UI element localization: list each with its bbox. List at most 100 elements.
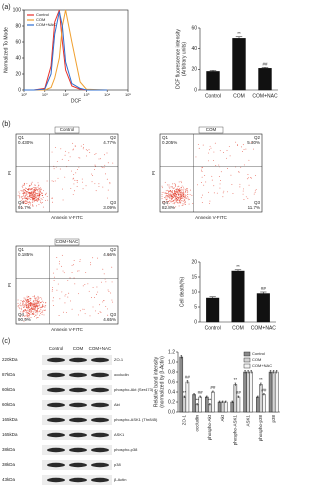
event-dot	[30, 196, 32, 198]
y-tick-label: 0	[18, 87, 21, 93]
event-dot	[45, 305, 47, 306]
x-tick-label: 10³	[84, 92, 90, 97]
event-dot	[23, 194, 25, 196]
event-dot	[37, 301, 39, 303]
event-dot	[79, 157, 81, 159]
quadrant-value: 5.30%	[247, 140, 260, 145]
event-dot	[178, 194, 180, 196]
event-dot	[27, 314, 28, 316]
event-dot	[22, 184, 24, 186]
event-dot	[39, 300, 40, 302]
legend-swatch	[243, 357, 251, 363]
event-dot	[162, 187, 163, 189]
event-dot	[181, 205, 183, 206]
event-dot	[175, 198, 177, 200]
legend-label: Control	[36, 12, 49, 17]
event-dot	[83, 143, 85, 145]
event-dot	[180, 198, 182, 200]
event-dot	[202, 144, 204, 146]
event-dot	[60, 265, 62, 267]
event-dot	[31, 189, 33, 191]
event-dot	[245, 196, 247, 198]
event-dot	[29, 204, 31, 206]
event-dot	[32, 199, 33, 201]
event-dot	[97, 313, 99, 314]
event-dot	[45, 193, 47, 195]
event-dot	[39, 193, 41, 195]
event-dot	[242, 193, 244, 195]
blot-size-label: 87kDa	[2, 372, 16, 377]
event-dot	[172, 183, 173, 185]
event-dot	[164, 201, 166, 203]
event-dot	[219, 187, 221, 189]
legend-label: Control	[252, 351, 265, 356]
event-dot	[46, 180, 48, 182]
event-dot	[69, 156, 71, 158]
error-bar	[231, 400, 234, 403]
event-dot	[30, 189, 32, 191]
event-dot	[167, 189, 169, 191]
x-tick-label: p38	[271, 415, 276, 423]
event-dot	[178, 185, 180, 187]
event-dot	[253, 193, 255, 195]
event-dot	[33, 311, 35, 313]
event-dot	[185, 197, 187, 198]
error-bar	[257, 395, 259, 398]
plot-title: Control	[60, 127, 75, 132]
event-dot	[248, 184, 250, 186]
event-dot	[67, 296, 69, 298]
event-dot	[51, 289, 53, 291]
event-dot	[34, 300, 36, 302]
panel-label: (a)	[2, 4, 11, 11]
blot-band	[47, 387, 65, 393]
event-dot	[24, 304, 25, 306]
event-dot	[28, 188, 30, 190]
event-dot	[38, 204, 40, 205]
event-dot	[73, 177, 75, 179]
event-dot	[171, 194, 173, 196]
event-dot	[32, 192, 34, 194]
x-tick-label: phospho-ASK1	[233, 415, 238, 446]
event-dot	[32, 303, 34, 305]
event-dot	[96, 286, 98, 288]
event-dot	[22, 195, 24, 197]
event-dot	[71, 170, 73, 172]
blot-band	[69, 432, 87, 438]
event-dot	[79, 261, 81, 263]
event-dot	[22, 187, 24, 189]
quadrant-value: 4.77%	[103, 140, 116, 145]
event-dot	[25, 305, 27, 307]
event-dot	[24, 189, 26, 191]
event-dot	[98, 185, 100, 187]
event-dot	[89, 315, 91, 317]
event-dot	[37, 182, 39, 184]
event-dot	[33, 190, 35, 192]
event-dot	[34, 295, 35, 297]
blot-row-label: Akt	[114, 402, 121, 407]
bar	[249, 371, 253, 413]
event-dot	[84, 284, 86, 285]
event-dot	[24, 192, 26, 194]
x-tick-label: COM	[232, 325, 244, 331]
event-dot	[34, 302, 36, 304]
event-dot	[183, 199, 185, 201]
event-dot	[184, 201, 186, 203]
blot-band	[69, 387, 87, 393]
event-dot	[65, 312, 67, 313]
event-dot	[54, 180, 56, 182]
event-dot	[34, 184, 36, 186]
event-dot	[96, 293, 97, 295]
event-dot	[36, 303, 38, 305]
event-dot	[187, 193, 189, 195]
y-tick-label: 0.2	[168, 399, 175, 405]
event-dot	[168, 194, 170, 195]
event-dot	[25, 301, 27, 303]
event-dot	[181, 189, 183, 191]
event-dot	[31, 188, 32, 190]
blot-band	[47, 477, 65, 483]
event-dot	[27, 306, 29, 308]
event-dot	[28, 307, 30, 309]
blot-size-label: 38kDa	[2, 462, 16, 467]
y-axis-label: Relative band intensity	[153, 356, 159, 407]
event-dot	[36, 199, 38, 201]
